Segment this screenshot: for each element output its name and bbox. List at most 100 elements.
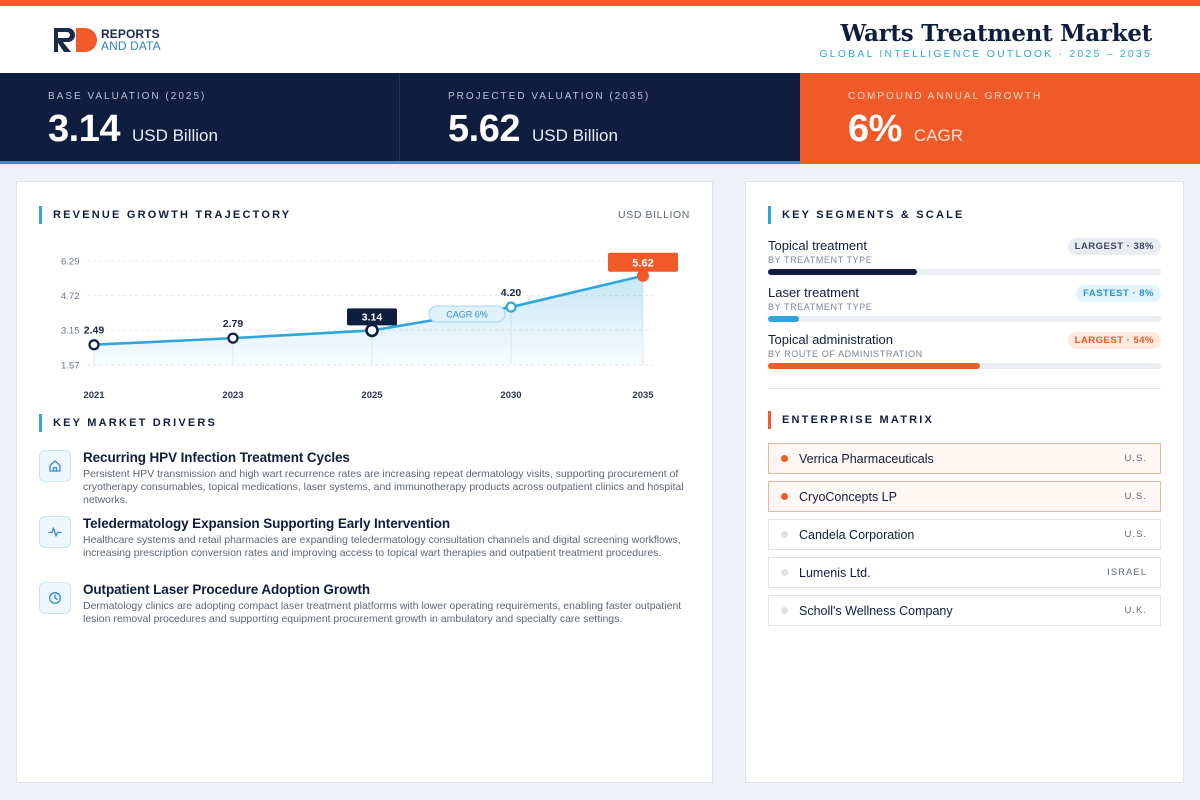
company-country: U.K. (1124, 605, 1147, 616)
segment-subtitle: BY TREATMENT TYPE (768, 302, 873, 312)
pulse-icon (39, 516, 71, 548)
data-label-box (347, 308, 397, 326)
kpi-value: 6% (848, 108, 902, 150)
segment-subtitle: BY ROUTE OF ADMINISTRATION (768, 349, 923, 359)
segment-badge: LARGEST · 38% (1067, 238, 1161, 255)
page-header: REPORTS AND DATA Warts Treatment Market … (0, 6, 1200, 73)
kpi-unit: CAGR (913, 126, 964, 145)
segment-title: Topical administration (768, 332, 894, 347)
x-tick-label: 2025 (361, 390, 383, 401)
right-panel: KEY SEGMENTS & SCALE Topical treatment B… (745, 181, 1184, 783)
company-row[interactable]: CryoConcepts LP U.S. (768, 481, 1161, 512)
drivers-section-title: KEY MARKET DRIVERS (39, 414, 217, 432)
top-accent-bar (0, 0, 1200, 6)
page-title: Warts Treatment Market (840, 20, 1152, 47)
data-point (505, 301, 517, 313)
segment-progress-fill (768, 316, 800, 322)
kpi-value: 3.14 (48, 108, 120, 150)
clock-icon (39, 582, 71, 614)
company-name: Verrica Pharmaceuticals (799, 451, 934, 466)
segments-list: Topical treatment BY TREATMENT TYPE LARG… (768, 238, 1161, 379)
driver-item: Recurring HPV Infection Treatment Cycles… (39, 450, 689, 508)
kpi-unit: USD Billion (531, 126, 618, 145)
cagr-annotation-pill (428, 305, 506, 323)
y-tick-label: 4.72 (61, 291, 80, 302)
company-name: Candela Corporation (799, 527, 915, 542)
company-row[interactable]: Verrica Pharmaceuticals U.S. (768, 443, 1161, 474)
page-subtitle: GLOBAL INTELLIGENCE OUTLOOK · 2025 – 203… (819, 48, 1152, 60)
data-label: 2.49 (84, 325, 105, 337)
kpi-projected-valuation: PROJECTED VALUATION (2035) 5.62 USD Bill… (400, 73, 800, 161)
data-label: 4.20 (501, 287, 522, 299)
x-tick-label: 2030 (500, 390, 521, 401)
x-tick-label: 2035 (632, 390, 654, 401)
chart-section-title: REVENUE GROWTH TRAJECTORY (39, 206, 291, 224)
section-divider (768, 388, 1161, 389)
segment-subtitle: BY TREATMENT TYPE (768, 255, 873, 265)
logo-mark-icon (54, 28, 98, 52)
segment-title: Topical treatment (768, 238, 867, 253)
data-label: 3.14 (362, 311, 383, 323)
kpi-cagr: COMPOUND ANNUAL GROWTH 6% CAGR (800, 73, 1200, 164)
kpi-label: COMPOUND ANNUAL GROWTH (848, 91, 1043, 102)
segment-badge: LARGEST · 54% (1067, 332, 1161, 349)
company-name: CryoConcepts LP (799, 489, 897, 504)
company-country: U.S. (1124, 453, 1147, 464)
y-tick-label: 3.15 (61, 326, 80, 337)
home-icon (39, 450, 71, 482)
kpi-label: PROJECTED VALUATION (2035) (448, 91, 651, 102)
enterprise-matrix: Verrica Pharmaceuticals U.S. CryoConcept… (768, 443, 1161, 633)
kpi-label: BASE VALUATION (2025) (48, 91, 207, 102)
chart-unit-label: USD BILLION (618, 209, 690, 221)
kpi-base-valuation: BASE VALUATION (2025) 3.14 USD Billion (0, 73, 400, 161)
company-name: Lumenis Ltd. (799, 565, 871, 580)
segment-title: Laser treatment (768, 285, 860, 300)
data-point (227, 332, 239, 344)
company-row[interactable]: Lumenis Ltd. ISRAEL (768, 557, 1161, 588)
revenue-chart: 6.29 4.72 3.15 1.57 2021 2023 2025 2030 2035 CAGR… (61, 252, 678, 401)
x-tick-label: 2023 (222, 390, 243, 401)
segment-topical-treatment: Topical treatment BY TREATMENT TYPE LARG… (768, 238, 1161, 285)
kpi-unit: USD Billion (131, 126, 218, 145)
driver-title: Teledermatology Expansion Supporting Ear… (83, 516, 451, 531)
y-tick-label: 1.57 (61, 361, 80, 372)
segment-progress-fill (768, 363, 981, 369)
company-row[interactable]: Candela Corporation U.S. (768, 519, 1161, 550)
segment-progress-fill (768, 269, 918, 275)
data-label-box (608, 252, 678, 272)
driver-item: Teledermatology Expansion Supporting Ear… (39, 516, 689, 560)
data-point (365, 323, 379, 338)
company-row[interactable]: Scholl's Wellness Company U.K. (768, 595, 1161, 626)
data-label: 2.79 (223, 318, 244, 330)
company-country: U.S. (1124, 529, 1147, 540)
company-country: ISRAEL (1107, 567, 1147, 578)
company-country: U.S. (1124, 491, 1147, 502)
status-dot-icon (781, 493, 788, 500)
segment-badge: FASTEST · 8% (1076, 285, 1161, 302)
driver-title: Recurring HPV Infection Treatment Cycles (83, 450, 350, 465)
status-dot-icon (781, 531, 788, 538)
driver-item: Outpatient Laser Procedure Adoption Grow… (39, 582, 689, 626)
cagr-annotation-label: CAGR 6% (446, 310, 488, 320)
company-name: Scholl's Wellness Company (799, 603, 953, 618)
segment-progress-track (768, 363, 1161, 369)
data-point (88, 339, 100, 351)
kpi-band-accent (0, 161, 800, 164)
data-point (637, 269, 649, 282)
status-dot-icon (781, 607, 788, 614)
driver-description: Persistent HPV transmission and high war… (83, 468, 684, 507)
x-tick-label: 2021 (83, 390, 105, 401)
segment-laser-treatment: Laser treatment BY TREATMENT TYPE FASTES… (768, 285, 1161, 332)
logo-line-2: AND DATA (101, 39, 161, 53)
logo-text: REPORTS AND DATA (101, 28, 161, 52)
brand-logo[interactable]: REPORTS AND DATA (54, 28, 161, 52)
driver-description: Healthcare systems and retail pharmacies… (83, 534, 681, 560)
status-dot-icon (781, 569, 788, 576)
segment-progress-track (768, 316, 1161, 322)
logo-line-1: REPORTS (101, 27, 160, 41)
matrix-section-title: ENTERPRISE MATRIX (768, 411, 934, 429)
segments-section-title: KEY SEGMENTS & SCALE (768, 206, 965, 224)
status-dot-icon (781, 455, 788, 462)
driver-title: Outpatient Laser Procedure Adoption Grow… (83, 582, 371, 597)
kpi-value: 5.62 (448, 108, 520, 150)
